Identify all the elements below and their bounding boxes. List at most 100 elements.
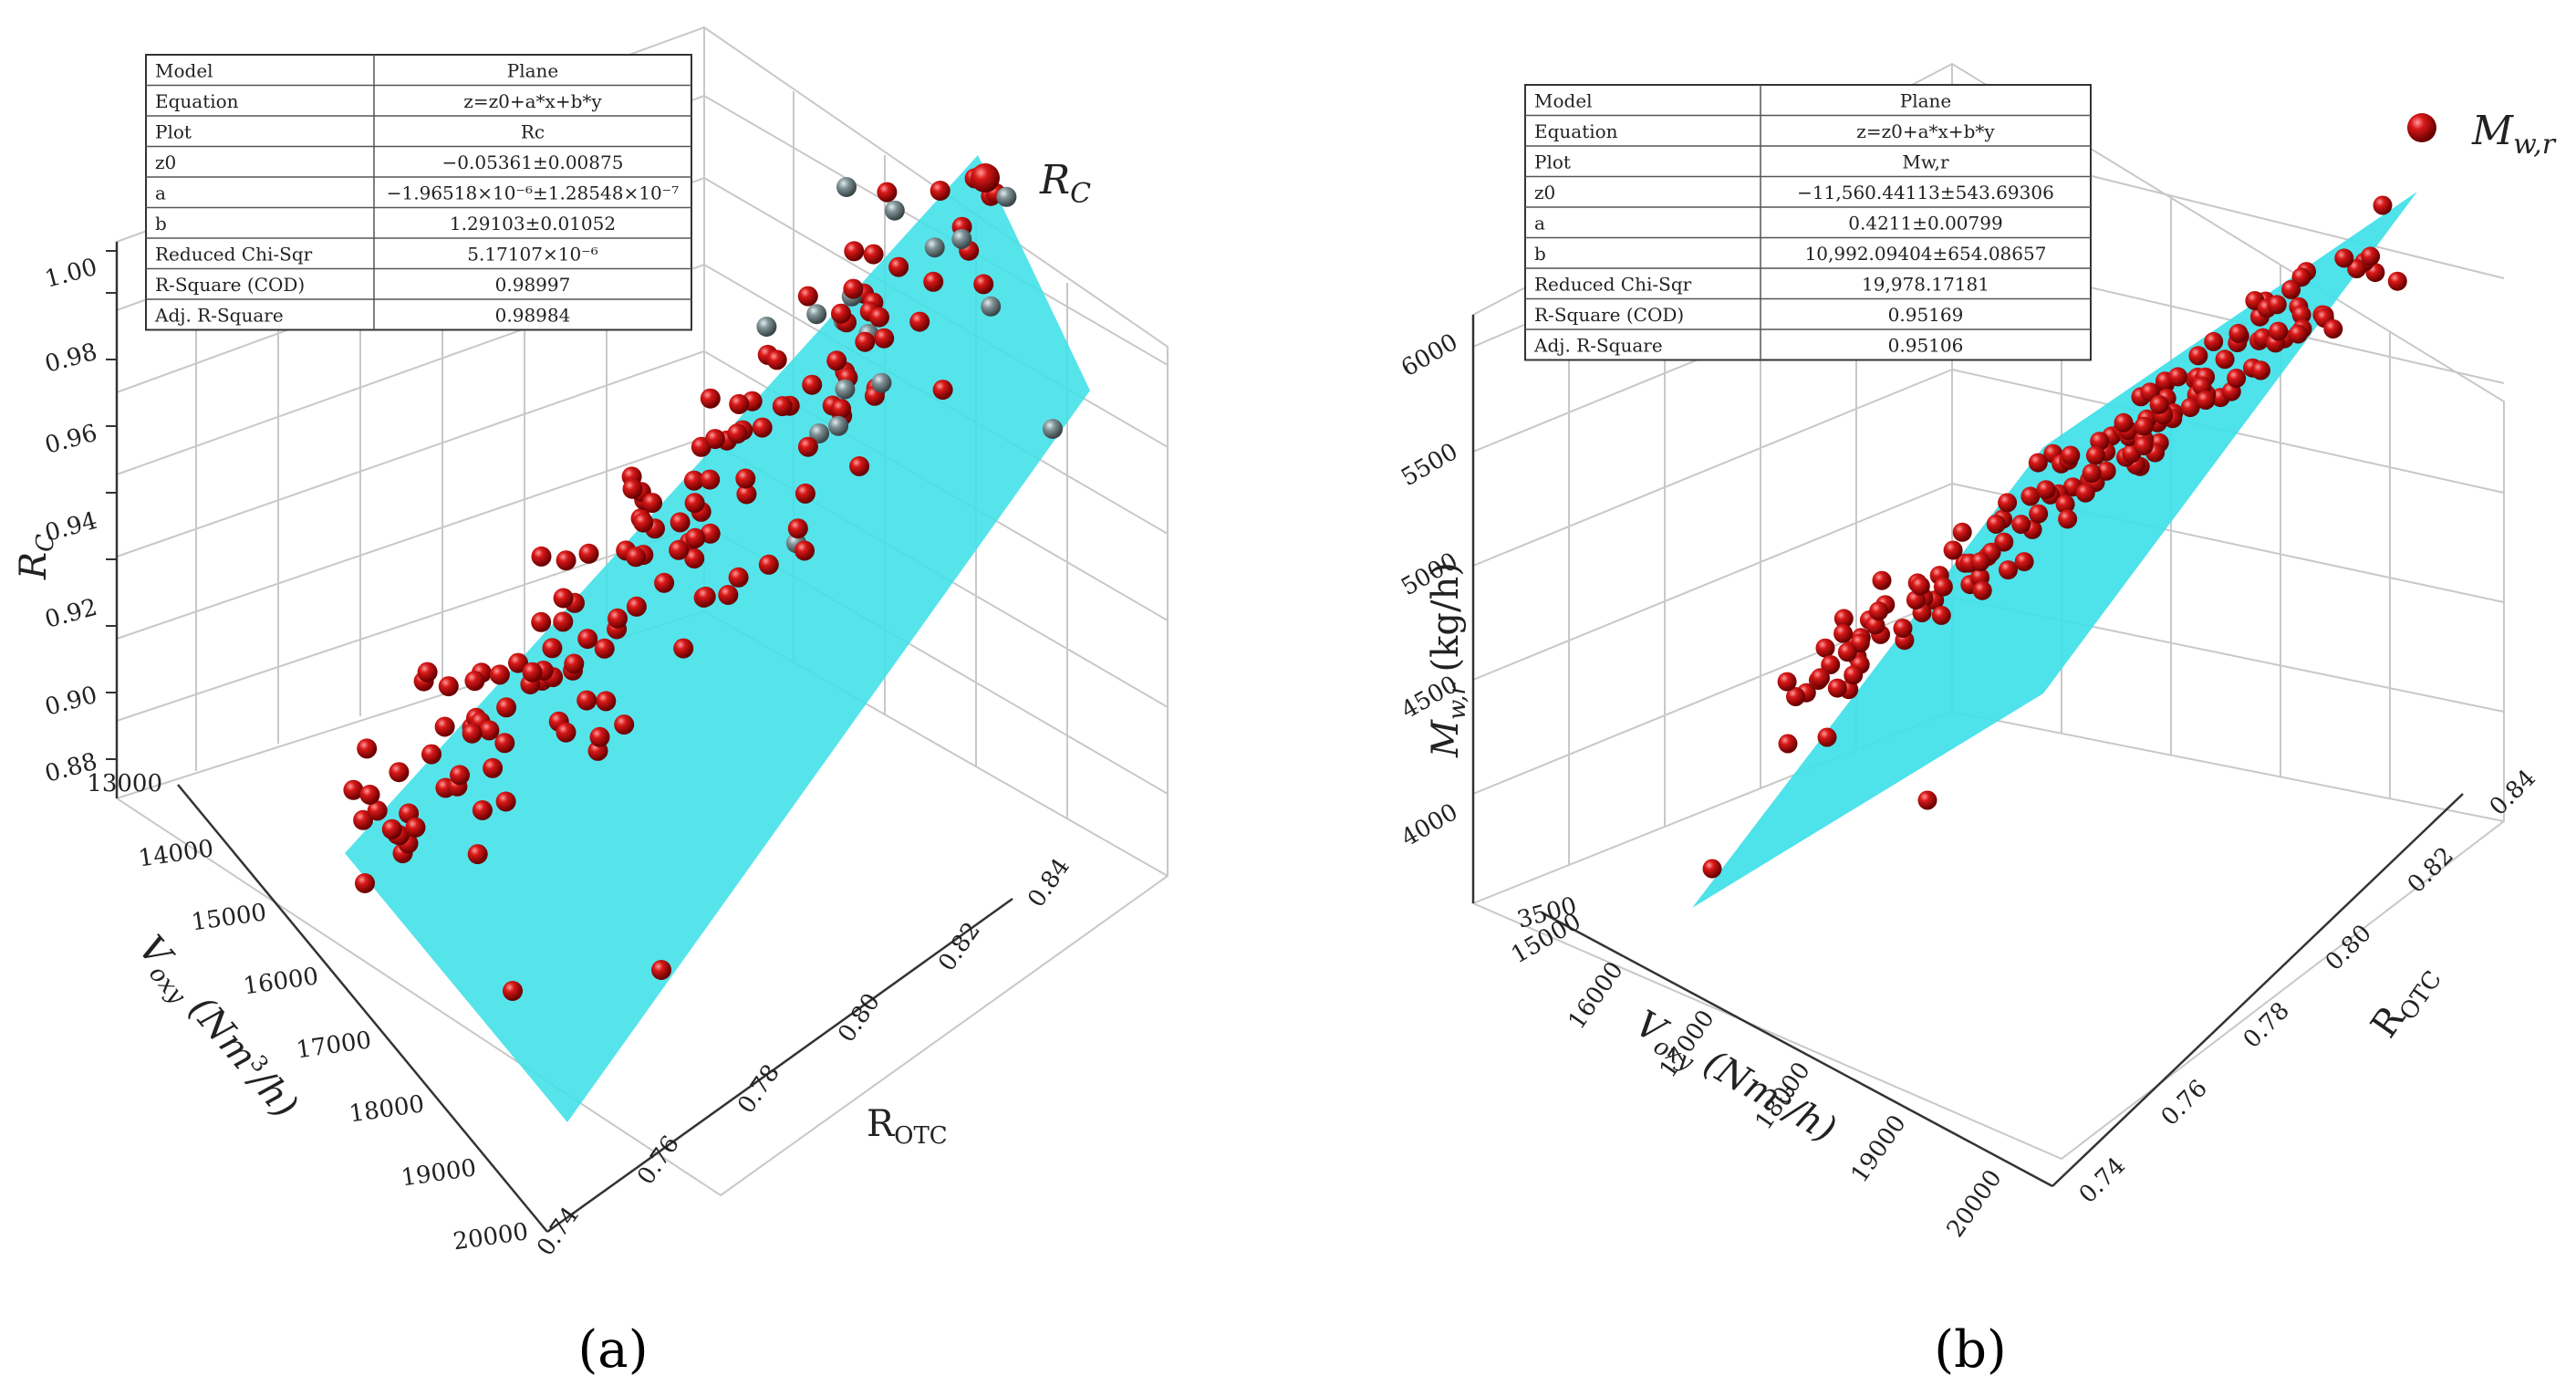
data-point: [2058, 509, 2078, 529]
data-point: [695, 586, 716, 607]
panel-b-y-tick: 19000: [1846, 1110, 1912, 1188]
panel-b-caption: (b): [1934, 1320, 2007, 1380]
data-point: [683, 470, 704, 491]
panel-a-z-tick: 0.98: [42, 339, 100, 379]
fit-table-key: Adj. R-Square: [154, 305, 284, 327]
data-point: [642, 493, 663, 514]
data-point: [464, 671, 485, 692]
data-point: [1815, 638, 1835, 658]
data-point: [923, 271, 944, 292]
data-point: [772, 396, 793, 417]
panel-b-z-tick: 5500: [1397, 438, 1462, 492]
data-point: [503, 981, 523, 1001]
data-point: [434, 716, 455, 737]
fit-table-key: Adj. R-Square: [1533, 335, 1663, 357]
data-point: [1702, 859, 1722, 879]
data-point: [1933, 577, 1953, 597]
fit-table-value: 0.95169: [1888, 304, 1964, 326]
data-point: [1872, 570, 1892, 590]
fit-table-frame: [145, 54, 692, 331]
panel-a-legend: RC: [971, 157, 1091, 210]
fit-table-value: 19,978.17181: [1862, 274, 1989, 296]
data-point: [2291, 305, 2311, 325]
data-point: [766, 349, 787, 370]
data-point: [869, 307, 889, 328]
data-point: [736, 484, 757, 505]
data-point: [2085, 445, 2105, 465]
fit-table-value: 0.4211±0.00799: [1848, 213, 2002, 234]
data-point: [844, 241, 865, 262]
data-point: [494, 733, 515, 754]
fit-table-key: R-Square (COD): [1534, 304, 1684, 326]
data-point: [700, 388, 721, 409]
data-point: [1952, 522, 1972, 542]
data-point: [2196, 391, 2216, 410]
data-point: [1821, 655, 1841, 674]
fit-table-key: b: [155, 213, 167, 234]
data-point: [556, 550, 576, 571]
data-point: [831, 399, 852, 420]
fit-table-key: Equation: [1534, 120, 1618, 142]
data-point: [421, 744, 441, 765]
data-point: [483, 757, 504, 778]
data-point: [589, 726, 610, 747]
data-point: [828, 415, 849, 436]
panel-b-y-tick: 16000: [1563, 957, 1629, 1035]
panel-a-x-tick: 0.82: [933, 917, 986, 976]
fit-table-value: −1.96518×10⁻⁶±1.28548×10⁻⁷: [387, 182, 680, 204]
data-point: [542, 638, 563, 659]
data-point: [1837, 642, 1857, 662]
data-point: [2215, 349, 2235, 370]
panel-b-fit-table: Model Plane Equation z=z0+a*x+b*y Plot Mw,r z0…: [1524, 84, 2092, 361]
data-point: [727, 423, 748, 444]
data-point: [924, 237, 945, 258]
data-point: [752, 417, 773, 438]
data-point: [996, 186, 1017, 207]
fit-table-value: Plane: [1900, 90, 1952, 112]
data-point: [1833, 609, 1854, 629]
panel-a-y-tick: 15000: [190, 899, 268, 936]
fit-table-key: Reduced Chi-Sqr: [1534, 274, 1692, 296]
data-point: [355, 873, 375, 893]
data-point: [855, 331, 876, 352]
data-point: [2029, 504, 2049, 524]
data-point: [1972, 580, 1992, 600]
panel-a-y-tick: 19000: [400, 1154, 478, 1192]
data-point: [884, 200, 905, 221]
fit-table-value: 10,992.09404±654.08657: [1805, 243, 2047, 265]
fit-table-key: Model: [1534, 90, 1593, 112]
data-point: [849, 456, 870, 476]
data-point: [1833, 623, 1854, 643]
data-point: [389, 762, 410, 783]
panel-b-z-tick: 6000: [1397, 328, 1462, 382]
data-point: [1844, 665, 1864, 685]
panel-b-points: [1702, 195, 2407, 879]
data-point: [1817, 727, 1837, 747]
panel-b-legend-marker: [2407, 113, 2436, 142]
fit-table-value: 0.98984: [495, 305, 571, 327]
fit-table-value: −11,560.44113±543.69306: [1797, 182, 2054, 203]
panel-b-y-tick: 20000: [1942, 1165, 2008, 1243]
panel-b-x-tick: 0.78: [2238, 997, 2295, 1054]
data-point: [795, 483, 815, 504]
panel-a-y-tick: 18000: [348, 1090, 426, 1128]
data-point: [1970, 552, 1990, 572]
data-point: [462, 723, 483, 744]
fit-table-value: Mw,r: [1902, 151, 1949, 173]
data-point: [835, 379, 856, 400]
data-point: [594, 638, 615, 659]
data-point: [888, 256, 909, 277]
data-point: [1999, 560, 2018, 580]
panel-a-x-label: ROTC: [867, 1103, 948, 1150]
data-point: [1943, 540, 1963, 560]
panel-a-z-label: RC: [13, 534, 59, 580]
data-point: [1998, 493, 2018, 513]
data-point: [2188, 346, 2208, 366]
data-point: [700, 523, 721, 544]
data-point: [405, 817, 426, 838]
panel-a-fit-table: Model Plane Equation z=z0+a*x+b*y Plot Rc z0 −0…: [145, 54, 692, 331]
data-point: [2014, 552, 2034, 572]
data-point: [797, 286, 818, 307]
data-point: [359, 785, 380, 805]
fit-table-value: z=z0+a*x+b*y: [463, 90, 602, 112]
